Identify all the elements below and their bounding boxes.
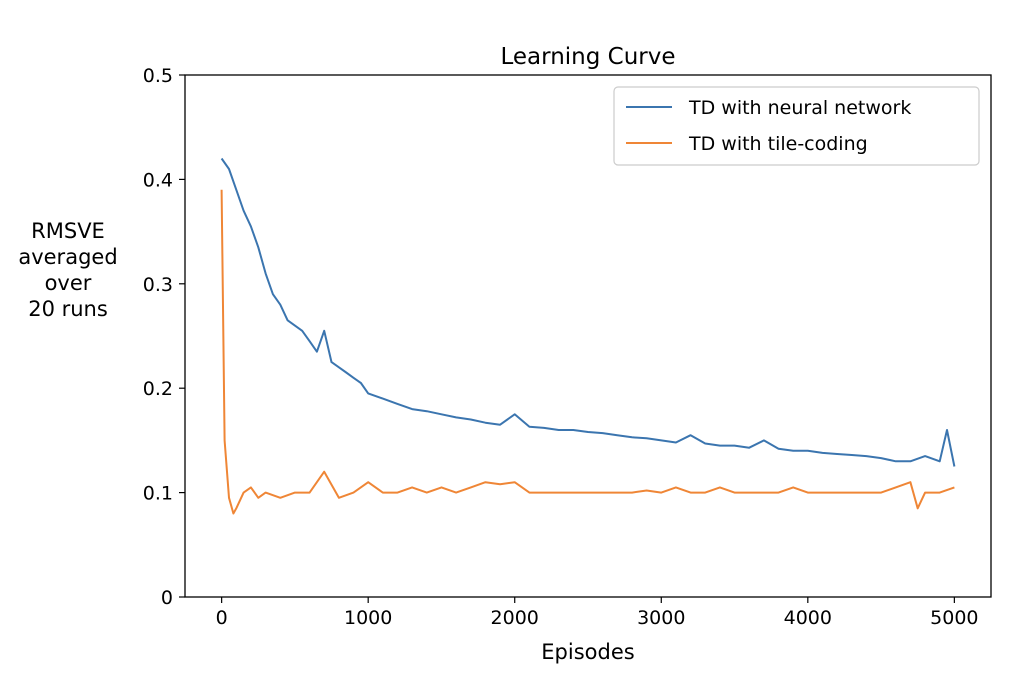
x-axis: 0 1000 2000 3000 4000 5000	[216, 597, 979, 629]
x-tick-label: 1000	[344, 607, 392, 629]
x-axis-label: Episodes	[541, 640, 634, 664]
x-tick-label: 2000	[491, 607, 539, 629]
x-tick-label: 5000	[930, 607, 978, 629]
legend-box	[613, 86, 980, 166]
y-axis-label-line: RMSVE	[31, 219, 105, 243]
y-tick-label: 0	[161, 587, 173, 609]
y-axis: 0 0.1 0.2 0.3 0.4 0.5	[143, 65, 185, 609]
y-axis-label: RMSVE averaged over 20 runs	[18, 219, 117, 321]
legend-label-tile-coding: TD with tile-coding	[688, 133, 868, 155]
y-tick-label: 0.3	[143, 274, 173, 296]
chart-title: Learning Curve	[500, 44, 675, 70]
plot-frame	[184, 74, 992, 598]
series-line-neural-network	[220, 157, 956, 467]
x-tick-label: 4000	[784, 607, 832, 629]
y-axis-label-line: 20 runs	[28, 297, 108, 321]
y-tick-label: 0.1	[143, 483, 173, 505]
y-tick-label: 0.2	[143, 378, 173, 400]
x-tick-label: 3000	[637, 607, 685, 629]
y-axis-label-line: over	[45, 271, 92, 295]
series-layer	[220, 157, 956, 515]
legend-label-neural-network: TD with neural network	[688, 97, 911, 119]
series-line-tile-coding	[220, 189, 955, 515]
legend: TD with neural network TD with tile-codi…	[613, 86, 980, 166]
y-axis-label-line: averaged	[18, 245, 117, 269]
x-tick-label: 0	[216, 607, 228, 629]
y-tick-label: 0.4	[143, 169, 173, 191]
y-tick-label: 0.5	[143, 65, 173, 87]
